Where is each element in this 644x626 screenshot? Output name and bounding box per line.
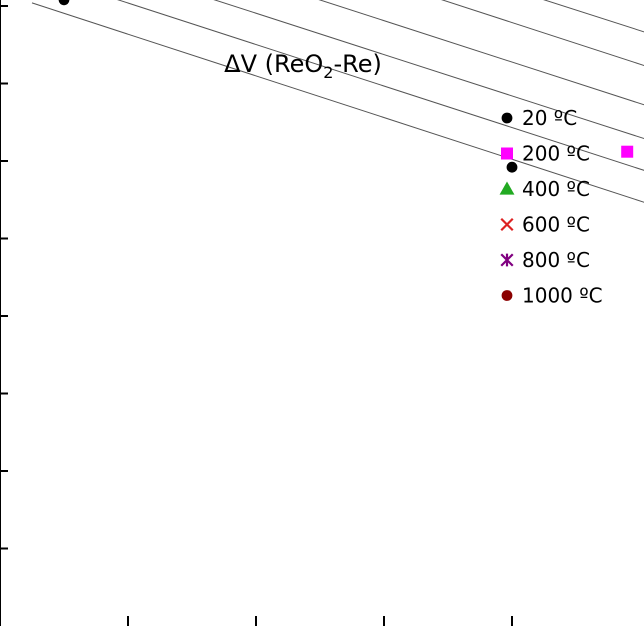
data-point (506, 161, 518, 173)
legend-marker (501, 290, 513, 301)
reference-line (318, 0, 644, 106)
legend-label: 400 ºC (522, 177, 590, 201)
legend-marker (499, 181, 515, 195)
legend-marker (501, 147, 513, 160)
data-points (58, 0, 634, 173)
title-subscript: 2 (323, 63, 333, 82)
legend-marker (500, 217, 514, 232)
title-suffix: -Re) (333, 50, 381, 78)
legend-label: 1000 ºC (522, 284, 603, 308)
data-point (621, 145, 634, 158)
reference-line (213, 0, 644, 140)
legend-label: 20 ºC (522, 106, 577, 130)
legend-marker (501, 112, 513, 124)
reference-line (117, 0, 644, 171)
legend-label: 800 ºC (522, 248, 590, 272)
legend: 20 ºC 200 ºC 400 ºC 600 ºC 800 ºC 1000 ºC (499, 106, 603, 308)
chart-title: ΔV (ReO2-Re) (224, 50, 382, 82)
reference-lines (31, 0, 644, 203)
legend-label: 600 ºC (522, 213, 590, 237)
title-prefix: ΔV (ReO (224, 50, 323, 78)
axes (0, 0, 513, 626)
legend-label: 200 ºC (522, 142, 590, 166)
legend-marker (500, 253, 514, 267)
reference-line (31, 2, 644, 203)
data-point (58, 0, 70, 6)
